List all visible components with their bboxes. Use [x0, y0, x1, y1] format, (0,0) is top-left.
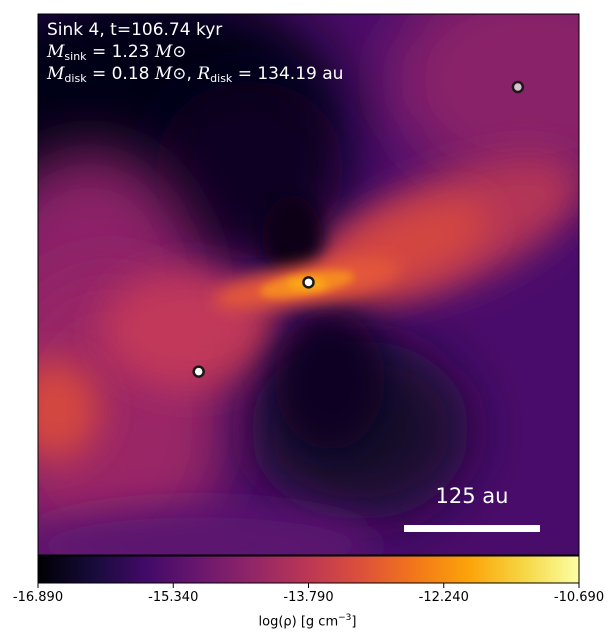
- sink-markers: [192, 80, 525, 378]
- colorbar-tick-label: -10.690: [554, 590, 604, 605]
- disk-label: Mdisk = 0.18 M⊙, Rdisk = 134.19 au: [47, 64, 344, 85]
- colorbar-tick-label: -16.890: [13, 590, 63, 605]
- sink-marker-1: [302, 276, 315, 289]
- density-field: [38, 14, 579, 555]
- scale-bar: [404, 525, 540, 532]
- colorbar-label: log(ρ) [g cm−3]: [258, 613, 357, 630]
- sink-marker-2: [192, 365, 205, 378]
- colorbar-tick-label: -13.790: [283, 590, 333, 605]
- sink-marker-3: [511, 80, 525, 94]
- solar-mass-unit: M⊙: [154, 42, 187, 62]
- plot-frame: [37, 13, 580, 556]
- colorbar-tick-label: -15.340: [148, 590, 198, 605]
- sink-label: Sink 4, t=106.74 kyr: [47, 20, 223, 40]
- colorbar-tick-label: -12.240: [419, 590, 469, 605]
- scale-bar-label: 125 au: [435, 484, 509, 508]
- sink-mass-label: Msink = 1.23 M⊙: [47, 42, 187, 63]
- colorbar: [37, 555, 580, 584]
- colorbar-ticks: -16.890 -15.340 -13.790 -12.240 -10.690: [13, 583, 604, 605]
